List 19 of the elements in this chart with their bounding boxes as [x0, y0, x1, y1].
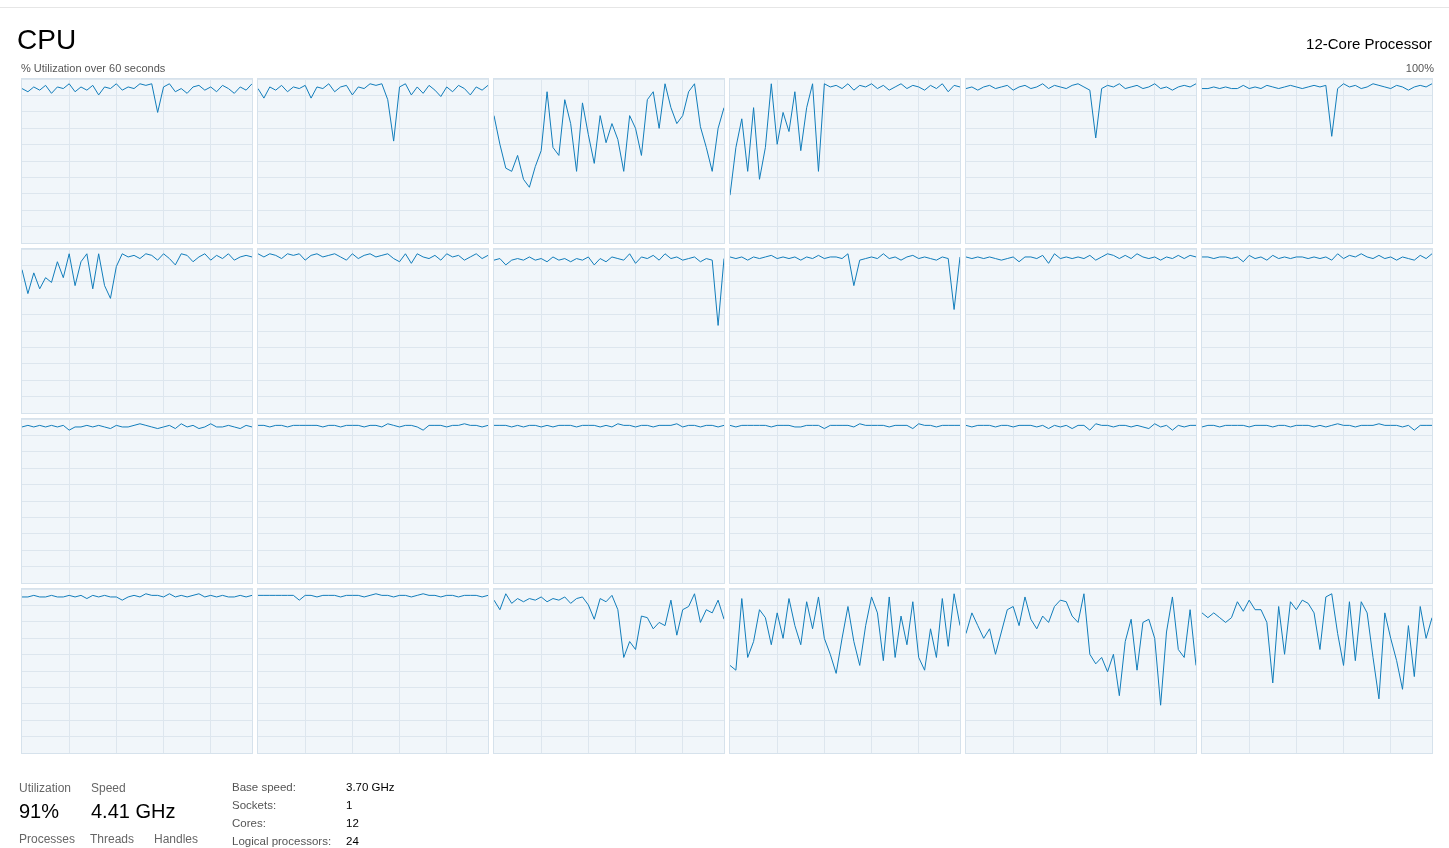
text: Threads — [90, 832, 135, 846]
text: Processes — [19, 832, 76, 846]
text: 3.70 GHz — [346, 781, 395, 793]
text: Handles — [154, 832, 199, 846]
text: Base speed: — [232, 781, 296, 793]
text: 12 — [346, 817, 359, 829]
text: 100% — [1405, 62, 1434, 74]
text: 4.41 GHz — [91, 800, 176, 823]
text: Cores: — [232, 817, 266, 829]
text: Speed — [91, 781, 126, 795]
text: 12-Core Processor — [1306, 35, 1432, 52]
text: Logical processors: — [232, 835, 332, 847]
text: % Utilization over 60 seconds — [21, 62, 166, 74]
text: 24 — [346, 835, 359, 847]
text: 1 — [346, 799, 353, 811]
text: Sockets: — [232, 799, 277, 811]
text: Utilization — [19, 781, 72, 795]
text: 91% — [19, 800, 60, 823]
text: CPU — [17, 24, 77, 56]
